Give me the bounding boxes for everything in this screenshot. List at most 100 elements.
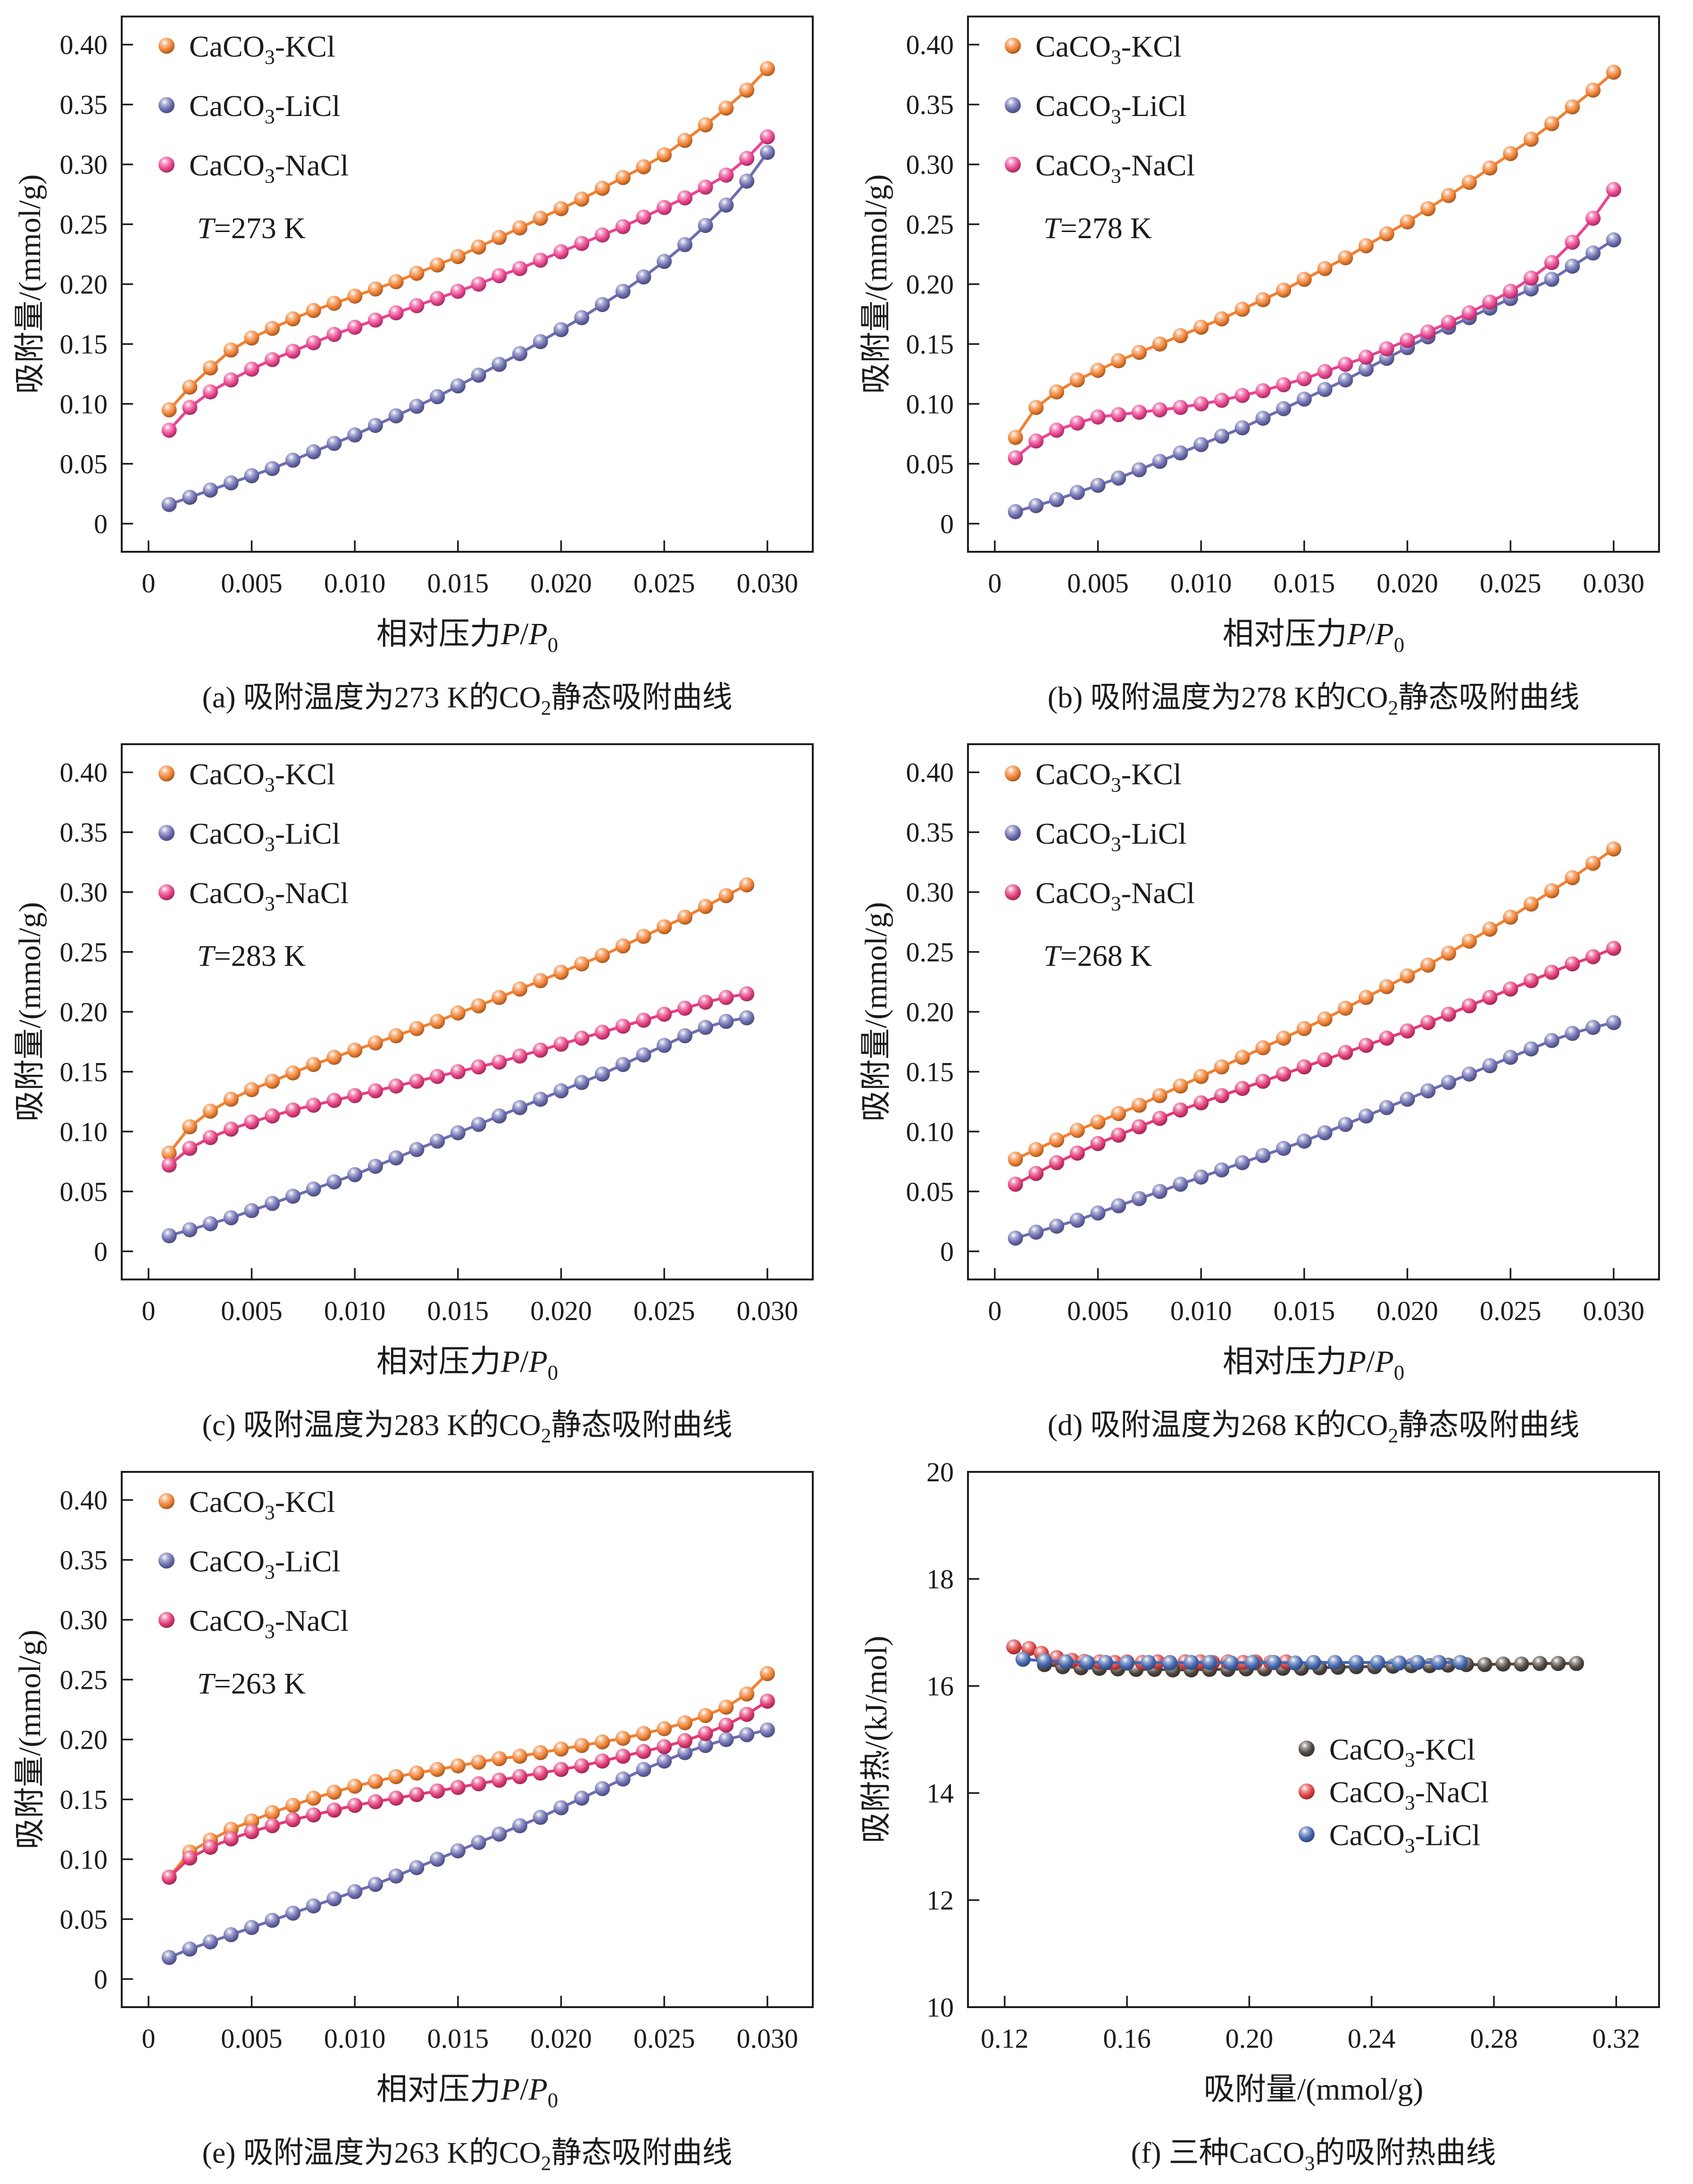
data-point (1234, 388, 1250, 403)
legend: CaCO3-KCl CaCO3-LiCl CaCO3-NaCl (158, 30, 349, 187)
data-point (1008, 1230, 1023, 1246)
data-point (1379, 226, 1394, 241)
data-point (1420, 957, 1436, 973)
data-point (1090, 1205, 1106, 1221)
data-point (202, 1130, 218, 1146)
y-tick-label: 0.15 (906, 329, 954, 359)
data-point (1184, 1655, 1199, 1670)
data-point (698, 117, 713, 133)
data-point (594, 1066, 610, 1082)
data-point (409, 1765, 424, 1781)
data-point (656, 1721, 672, 1736)
y-tick-label: 0.05 (906, 1176, 954, 1207)
plot-frame (967, 1471, 1660, 2008)
x-tick-label: 0.010 (1170, 568, 1232, 598)
annotation: T=283 K (197, 939, 306, 972)
data-point (1503, 283, 1518, 299)
legend-label: CaCO3-NaCl (1035, 876, 1195, 915)
legend-label: CaCO3-NaCl (1035, 149, 1195, 187)
data-point (182, 1222, 197, 1237)
data-point (202, 384, 218, 399)
data-point (306, 1898, 321, 1914)
data-point (1028, 498, 1044, 514)
data-point (367, 281, 383, 297)
x-tick-label: 0.030 (736, 568, 798, 598)
data-point (161, 423, 177, 438)
legend-label: CaCO3-NaCl (189, 149, 349, 187)
y-tick-label: 0.35 (906, 90, 954, 120)
x-tick-label: 0.025 (633, 2023, 695, 2054)
data-point (1111, 353, 1126, 368)
data-point (698, 1020, 713, 1035)
data-point (1111, 1106, 1126, 1121)
data-point (1152, 402, 1168, 418)
legend-marker (158, 38, 175, 54)
data-point (264, 1108, 280, 1124)
subplot-caption: (d) 吸附温度为268 K的CO2静态吸附曲线 (1048, 1408, 1580, 1447)
data-point (388, 1769, 404, 1785)
data-point (1400, 968, 1415, 984)
data-point (1317, 1011, 1333, 1027)
y-tick-label: 0.35 (59, 817, 108, 848)
data-point (326, 1785, 342, 1800)
data-point (1214, 311, 1229, 327)
data-point (347, 288, 362, 304)
legend-label: CaCO3-LiCl (189, 1545, 340, 1583)
data-point (367, 1159, 383, 1174)
data-point (202, 1216, 218, 1231)
data-point (491, 1055, 507, 1070)
data-point (1244, 1655, 1260, 1670)
series-caco3-kcl (1008, 65, 1621, 445)
data-point (1079, 1655, 1095, 1670)
data-point (1098, 1655, 1113, 1670)
data-point (1049, 1155, 1064, 1171)
data-point (759, 1694, 775, 1709)
legend: CaCO3-KCl CaCO3-LiCl CaCO3-NaCl (1005, 757, 1195, 915)
series-caco3-nacl (161, 986, 754, 1173)
x-tick-label: 0.025 (633, 1295, 695, 1326)
data-point (635, 269, 651, 285)
data-point (1565, 258, 1580, 274)
data-point (471, 1776, 486, 1792)
data-point (1132, 1097, 1147, 1113)
data-point (388, 305, 404, 321)
data-point (347, 1042, 362, 1058)
axis-ticks (121, 771, 768, 1279)
legend-label: CaCO3-KCl (1329, 1733, 1476, 1771)
data-point (698, 899, 713, 914)
legend-label: CaCO3-KCl (189, 1485, 335, 1524)
x-tick-label: 0.030 (736, 2023, 798, 2054)
legend: CaCO3-KCl CaCO3-NaCl CaCO3-LiCl (1298, 1733, 1489, 1857)
data-point (718, 1699, 734, 1715)
data-point (1503, 1050, 1518, 1065)
data-point (388, 274, 404, 290)
data-point (677, 190, 692, 206)
data-point (656, 919, 672, 935)
y-tick-label: 0.10 (906, 1116, 954, 1147)
data-point (409, 266, 424, 281)
data-point (161, 497, 177, 512)
data-point (367, 1794, 383, 1810)
data-point (1069, 372, 1085, 388)
data-point (574, 1030, 589, 1046)
annotation: T=268 K (1043, 939, 1152, 972)
data-point (1379, 341, 1394, 357)
data-point (1049, 1132, 1064, 1148)
subplot-d: 0 0.005 0.010 0.015 0.020 0.025 0.030 0 0.05 0.10… (847, 728, 1693, 1455)
data-point (1028, 400, 1044, 415)
data-point (553, 1741, 568, 1757)
x-tick-label: 0.12 (981, 2023, 1029, 2054)
data-point (1255, 1148, 1271, 1163)
data-point (615, 938, 631, 954)
data-point (1461, 1066, 1477, 1082)
data-point (1400, 1091, 1415, 1107)
series-caco3-licl (1008, 1015, 1621, 1246)
axis-ticks (968, 771, 1615, 1279)
data-point (1276, 1141, 1292, 1156)
data-point (1379, 979, 1394, 995)
annotation: T=263 K (197, 1667, 306, 1700)
data-point (533, 1091, 548, 1107)
data-point (264, 1805, 280, 1820)
data-point (223, 475, 239, 490)
data-point (202, 360, 218, 376)
